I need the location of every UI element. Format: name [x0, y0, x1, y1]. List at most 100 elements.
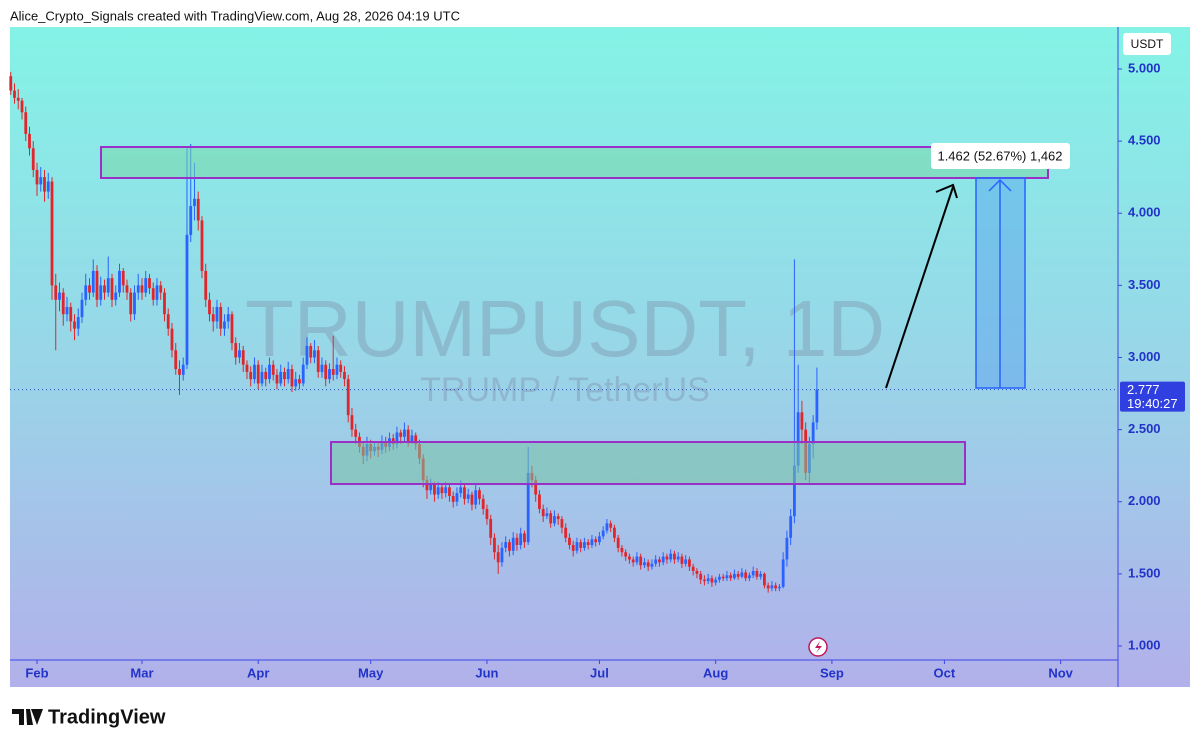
- x-tick-label: Oct: [934, 665, 956, 680]
- candle-body: [215, 307, 219, 322]
- candle-body: [459, 487, 463, 494]
- x-tick-label: Aug: [703, 665, 728, 680]
- candle-body: [313, 350, 316, 358]
- candle-body: [339, 364, 343, 372]
- candle-body: [744, 572, 748, 579]
- candle-body: [755, 570, 759, 577]
- candle-body: [260, 371, 264, 384]
- candle-body: [166, 314, 170, 329]
- measure-label: 1.462 (52.67%) 1,462: [937, 148, 1062, 163]
- candle-body: [174, 350, 178, 370]
- candle-body: [455, 493, 459, 502]
- candle-body: [733, 573, 736, 579]
- candle-body: [665, 556, 669, 560]
- currency: USDT: [1131, 37, 1164, 51]
- candle-body: [605, 523, 609, 531]
- candle-body: [545, 513, 549, 517]
- candle-body: [151, 288, 155, 300]
- candle-body: [763, 573, 766, 586]
- candle-body: [20, 100, 24, 113]
- candle-body: [474, 490, 478, 505]
- candle-body: [50, 181, 54, 286]
- candle-body: [84, 285, 88, 300]
- candle-body: [714, 579, 718, 583]
- candle-body: [320, 364, 324, 372]
- candle-body: [661, 556, 665, 563]
- candle-body: [95, 270, 99, 300]
- candle-body: [61, 292, 65, 315]
- candle-body: [620, 547, 624, 553]
- candle-body: [268, 364, 271, 380]
- candle-body: [628, 556, 631, 560]
- currency-box[interactable]: [1123, 33, 1171, 55]
- candle-body: [583, 542, 586, 548]
- candle-body: [511, 537, 515, 551]
- candle-body: [223, 321, 226, 329]
- candle-body: [54, 285, 58, 300]
- plot-background: [10, 27, 1190, 687]
- candle-body: [69, 307, 73, 322]
- candle-body: [189, 206, 193, 235]
- candle-body: [616, 537, 620, 548]
- watermark-title: TRUMPUSDT, 1D: [245, 284, 885, 373]
- candle-body: [710, 578, 714, 583]
- candle-body: [125, 285, 129, 293]
- last-price-label: 2.777: [1127, 382, 1160, 397]
- candle-body: [691, 566, 695, 571]
- x-tick-label: Feb: [25, 665, 48, 680]
- candle-body: [451, 495, 455, 502]
- candle-body: [575, 542, 579, 551]
- candle-body: [76, 317, 80, 329]
- candle-body: [466, 494, 470, 499]
- y-tick-label: 2.000: [1128, 493, 1161, 508]
- candle-body: [433, 484, 436, 495]
- candle-body: [631, 559, 635, 563]
- candle-body: [110, 278, 114, 300]
- candle-body: [343, 371, 346, 380]
- y-tick-label: 4.500: [1128, 133, 1161, 148]
- x-tick-label: Nov: [1048, 665, 1073, 680]
- candle-body: [729, 575, 733, 579]
- candle-body: [815, 389, 819, 423]
- candle-body: [309, 345, 313, 358]
- x-tick-label: Jun: [475, 665, 498, 680]
- candle-body: [249, 371, 253, 380]
- candle-body: [508, 542, 511, 551]
- candle-body: [88, 285, 91, 293]
- candle-body: [159, 285, 163, 293]
- candle-body: [519, 533, 523, 546]
- candle-body: [571, 545, 575, 551]
- candle-body: [601, 530, 605, 537]
- candle-body: [706, 578, 710, 582]
- candle-body: [185, 234, 189, 365]
- candle-body: [279, 371, 283, 384]
- candle-body: [436, 487, 440, 495]
- x-tick-label: May: [358, 665, 384, 680]
- candle-body: [560, 519, 564, 528]
- candle-body: [238, 350, 241, 358]
- candle-body: [35, 169, 39, 185]
- candle-body: [643, 562, 646, 566]
- candle-body: [399, 432, 403, 437]
- candle-body: [751, 570, 755, 576]
- candle-body: [241, 350, 245, 365]
- candle-body: [294, 379, 298, 387]
- candle-body: [328, 369, 331, 380]
- candle-body: [526, 472, 530, 543]
- candle-body: [669, 553, 673, 560]
- candle-body: [796, 412, 800, 466]
- candle-body: [148, 278, 151, 289]
- candle-body: [774, 585, 778, 589]
- candle-body: [9, 76, 13, 91]
- candle-body: [676, 556, 680, 560]
- countdown: 19:40:27: [1127, 396, 1178, 411]
- candle-body: [448, 487, 451, 496]
- event-bolt: [815, 641, 822, 653]
- header: Alice_Crypto_Signals created with Tradin…: [10, 8, 460, 23]
- candle-body: [515, 537, 519, 546]
- measure-label-box: [931, 143, 1070, 169]
- projection-arrow: [885, 186, 954, 389]
- candle-body: [766, 585, 770, 589]
